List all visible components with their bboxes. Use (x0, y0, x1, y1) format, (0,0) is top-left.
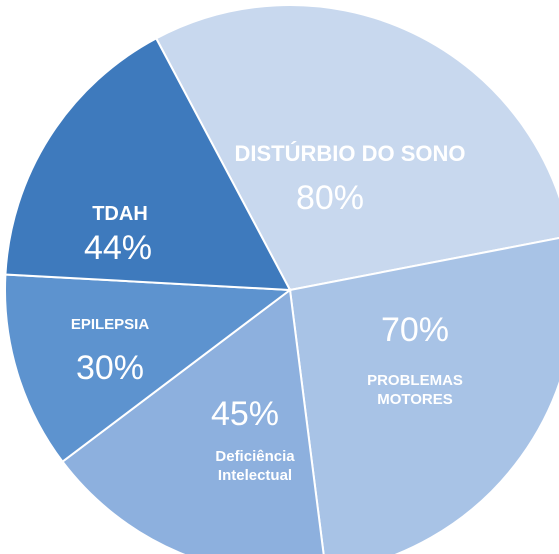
slice-label: DISTÚRBIO DO SONO (234, 141, 466, 166)
slice-label: TDAH (92, 203, 148, 225)
slice-label: Deficiência Intelectual (215, 448, 295, 484)
slice-label-box: TDAH (92, 203, 148, 225)
slice-label-box: EPILEPSIA (70, 316, 150, 333)
slice-label-box: Deficiência Intelectual (215, 448, 295, 484)
pie-slice (288, 237, 559, 554)
pie-slice (4, 273, 293, 464)
pie-slice (61, 288, 325, 554)
slice-label: PROBLEMAS MOTORES (367, 372, 463, 408)
slice-value-label: 45% (211, 395, 279, 433)
slice-value-label: 80% (296, 179, 364, 217)
pie-slice (4, 37, 292, 292)
slice-label: EPILEPSIA (70, 316, 150, 333)
slice-label-box: DISTÚRBIO DO SONO (234, 141, 466, 166)
slice-value-label: 70% (381, 311, 449, 349)
pie-slice (154, 4, 559, 292)
slice-value-label: 44% (84, 229, 152, 267)
slice-label-box: PROBLEMAS MOTORES (367, 372, 463, 408)
slice-value-label: 30% (76, 349, 144, 387)
